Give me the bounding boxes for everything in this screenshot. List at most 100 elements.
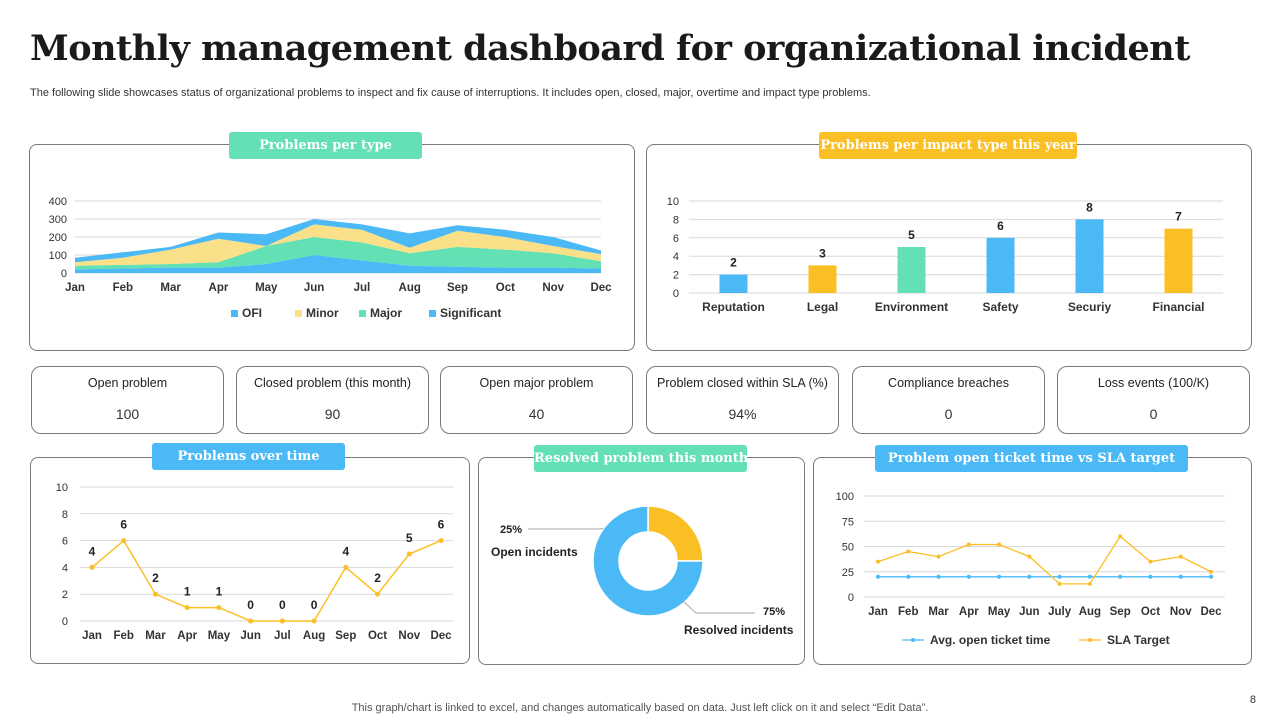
x-tick-label: Financial	[1152, 300, 1204, 314]
legend-label: OFI	[242, 306, 262, 320]
x-tick-label: Oct	[368, 630, 387, 642]
x-tick-label: Apr	[177, 630, 197, 642]
slice-name-label: Resolved incidents	[684, 623, 794, 637]
kpi-label: Open problem	[87, 376, 168, 390]
x-tick-label: Environment	[875, 300, 948, 314]
x-tick-label: Jul	[354, 282, 371, 294]
x-tick-label: Jan	[82, 630, 102, 642]
line-point	[997, 542, 1002, 547]
x-tick-label: Sep	[1110, 606, 1131, 618]
x-tick-label: May	[208, 630, 231, 642]
bar-value-label: 3	[819, 246, 826, 260]
legend-swatch-marker	[1088, 638, 1092, 642]
line-point	[876, 574, 880, 579]
x-tick-label: Aug	[303, 630, 325, 642]
line-point	[997, 574, 1002, 579]
kpi-label: Problem closed within SLA (%)	[657, 376, 828, 390]
kpi-compliance-breaches: Compliance breaches 0	[852, 366, 1045, 434]
kpi-label: Open major problem	[479, 376, 594, 390]
line-series	[91, 539, 442, 622]
legend-label: Major	[370, 306, 402, 320]
impact-type-panel: 0 2 4 6 8 10 2 Reputation 3 Legal 5 Environment 6 Saf…	[646, 144, 1252, 351]
line-point	[311, 618, 317, 624]
y-tick-label: 6	[673, 233, 679, 245]
legend-swatch-marker	[911, 638, 915, 642]
line-point	[438, 538, 444, 544]
line-point	[1057, 581, 1062, 586]
problems-per-type-chart: 0 100 200 300 400 Jan Feb Mar Apr May Jun Jul Aug Sep…	[49, 196, 613, 320]
line-point	[1178, 574, 1183, 579]
page-title: Monthly management dashboard for organiz…	[30, 28, 1190, 69]
kpi-loss-events: Loss events (100/K) 0	[1057, 366, 1250, 434]
x-tick-label: Nov	[542, 282, 564, 294]
data-label: 5	[406, 531, 413, 545]
data-label: 4	[89, 544, 96, 558]
x-tick-label: Apr	[959, 606, 979, 618]
y-tick-label: 0	[62, 616, 68, 628]
bar-financial	[1164, 228, 1193, 293]
y-tick-label: 2	[62, 589, 68, 601]
line-point	[121, 538, 127, 544]
resolved-donut-chart: 25% Open incidents 75% Resolved incidents	[491, 505, 794, 637]
bar-securiy	[1075, 219, 1104, 293]
resolved-panel: 25% Open incidents 75% Resolved incidents	[478, 457, 805, 665]
line-point	[248, 618, 254, 624]
x-tick-label: Oct	[1141, 606, 1160, 618]
data-label: 0	[311, 598, 318, 612]
kpi-value: 0	[944, 406, 953, 422]
x-tick-label: Apr	[209, 282, 229, 294]
kpi-label: Loss events (100/K)	[1097, 376, 1210, 390]
ticket-time-panel: 0 25 50 75 100 Jan Feb Mar Apr May Jun July Aug Sep Oc…	[813, 457, 1252, 665]
line-point	[279, 618, 285, 624]
line-point	[1148, 559, 1153, 564]
over-time-panel: 0 2 4 6 8 10 4 Jan 6 Feb 2 Mar 1 Apr 1 May 0 Jun 0 Jul 0 Aug 4…	[30, 457, 470, 664]
kpi-closed-within-sla: Problem closed within SLA (%) 94%	[646, 366, 839, 434]
y-tick-label: 75	[842, 516, 854, 528]
bar-environment	[897, 247, 926, 293]
line-point	[966, 542, 971, 547]
kpi-closed-problem: Closed problem (this month) 90	[236, 366, 429, 434]
x-tick-label: Dec	[430, 630, 452, 642]
x-tick-label: Sep	[335, 630, 356, 642]
legend-swatch	[359, 310, 366, 317]
over-time-title: Problems over time	[152, 443, 345, 470]
line-point	[1087, 574, 1092, 579]
line-point	[1148, 574, 1153, 579]
y-tick-label: 25	[842, 567, 854, 579]
x-tick-label: May	[988, 606, 1011, 618]
kpi-open-major-problem: Open major problem 40	[440, 366, 633, 434]
line-point	[343, 564, 349, 570]
bar-reputation	[719, 274, 748, 293]
problems-per-type-title: Problems per type	[229, 132, 422, 159]
y-tick-label: 100	[836, 491, 854, 503]
x-tick-label: Mar	[928, 606, 949, 618]
line-point	[152, 591, 158, 597]
bar-value-label: 7	[1175, 210, 1182, 224]
slice-name-label: Open incidents	[491, 545, 578, 559]
line-point	[1087, 581, 1092, 586]
x-tick-label: Aug	[399, 282, 421, 294]
x-tick-label: Nov	[1170, 606, 1192, 618]
y-tick-label: 2	[673, 270, 679, 282]
line-point	[184, 605, 190, 611]
ticket-time-chart: 0 25 50 75 100 Jan Feb Mar Apr May Jun July Aug Sep Oc…	[836, 491, 1225, 647]
bar-value-label: 8	[1086, 200, 1093, 214]
x-tick-label: July	[1048, 606, 1072, 618]
x-tick-label: Oct	[496, 282, 515, 294]
x-tick-label: Jul	[274, 630, 291, 642]
y-tick-label: 0	[848, 592, 854, 604]
y-tick-label: 8	[62, 509, 68, 521]
kpi-label: Compliance breaches	[888, 376, 1009, 390]
line-point	[1118, 574, 1123, 579]
line-point	[1209, 569, 1213, 574]
slice-percent-label: 75%	[763, 606, 785, 618]
page-number: 8	[1249, 694, 1256, 706]
line-point	[1027, 554, 1032, 559]
data-label: 4	[342, 544, 349, 558]
line-point	[1057, 574, 1062, 579]
kpi-label: Closed problem (this month)	[253, 376, 411, 390]
x-tick-label: Dec	[1200, 606, 1222, 618]
y-tick-label: 10	[56, 482, 68, 494]
resolved-title: Resolved problem this month	[534, 445, 748, 472]
page-subtitle: The following slide showcases status of …	[30, 87, 871, 99]
